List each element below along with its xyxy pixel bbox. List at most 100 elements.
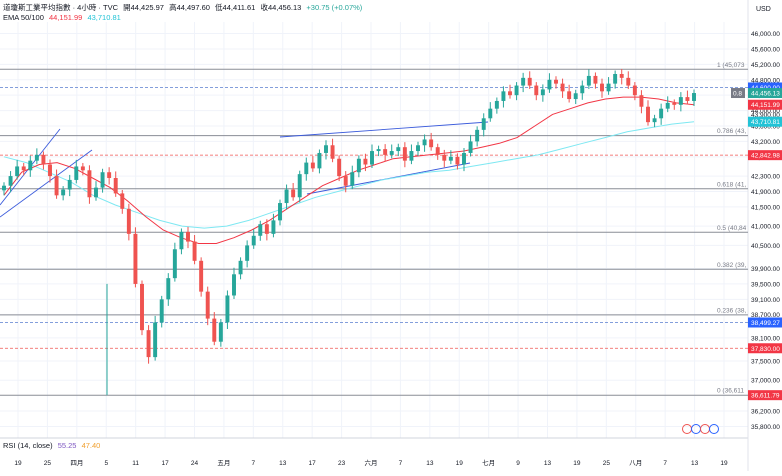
fib-label-4: 0.382 (39, (717, 262, 746, 269)
price-label-box-5 (748, 150, 782, 161)
x-tick-label-14: 13 (426, 460, 434, 467)
x-tick-label-18: 13 (544, 460, 552, 467)
candle-body-84 (554, 79, 558, 84)
candle-body-94 (619, 74, 624, 78)
grid (0, 0, 749, 471)
candle-body-5 (34, 154, 39, 161)
y-tick-label-18: 38,100.00 (751, 335, 780, 342)
price-label-box-2 (748, 99, 782, 110)
candle-body-33 (218, 322, 223, 342)
y-tick-label-7: 43,200.00 (751, 139, 780, 146)
x-tick-label-5: 17 (161, 460, 169, 467)
candle-body-18 (120, 193, 125, 209)
candle-body-12 (80, 166, 85, 171)
candle-body-43 (284, 189, 289, 204)
fibonacci-levels: 1 (45,073 0.786 (43, 0.618 (41, 0.5 (40,84 0… (0, 62, 748, 396)
y-tick-label-15: 39,500.00 (751, 281, 780, 288)
price-labels: 44,600.0044,456.1344,151.9943,900.0043,7… (731, 82, 782, 401)
candle-body-25 (166, 278, 171, 300)
candle-body-41 (271, 220, 276, 234)
candle-body-89 (586, 75, 591, 86)
y-tick-label-20: 37,000.00 (751, 378, 780, 385)
candle-body-10 (67, 179, 72, 190)
header-legend: 道瓊斯工業平均指數 · 4小時 · TVC 開44,425.97 高44,497… (3, 2, 362, 13)
candle-body-38 (251, 235, 256, 246)
candle-body-47 (310, 162, 315, 169)
candle-body-102 (672, 102, 677, 105)
ema50-line (3, 96, 695, 244)
candle-body-74 (488, 108, 493, 119)
y-tick-label-17: 38,700.00 (751, 312, 780, 319)
candle-body-35 (232, 274, 236, 296)
candle-body-87 (573, 93, 578, 100)
fib-label-0: 1 (45,073 (717, 62, 745, 69)
candle-body-7 (48, 164, 52, 177)
candle-body-75 (494, 100, 499, 109)
candle-body-104 (685, 97, 690, 101)
x-tick-label-12: 六月 (365, 458, 378, 467)
candle-body-66 (435, 147, 440, 155)
candle-body-76 (501, 91, 506, 101)
x-tick-label-0: 19 (14, 460, 22, 467)
y-tick-label-3: 44,800.00 (751, 77, 780, 84)
y-tick-label-6: 43,600.00 (751, 124, 780, 131)
candle-body-96 (632, 85, 637, 96)
candle-body-99 (652, 118, 657, 123)
x-tick-label-11: 23 (338, 460, 346, 467)
y-tick-label-13: 40,500.00 (751, 243, 780, 250)
x-tick-label-23: 13 (691, 460, 699, 467)
candle-body-53 (350, 172, 355, 186)
y-tick-label-5: 44,000.00 (751, 108, 780, 115)
candle-body-17 (113, 178, 118, 194)
candle-body-1 (8, 176, 13, 186)
price-label-7: 37,830.00 (751, 346, 780, 353)
candle-body-91 (600, 83, 604, 92)
fib-label-2: 0.618 (41, (717, 181, 746, 188)
candle-body-49 (324, 145, 328, 153)
crosshair-box (731, 88, 745, 99)
x-tick-label-16: 七月 (482, 458, 495, 467)
y-tick-label-19: 37,500.00 (751, 358, 780, 365)
trend-line-2 (279, 121, 489, 138)
ema-legend[interactable]: EMA 50/100 44,151.99 43,710.81 (3, 13, 121, 22)
rsi-legend[interactable]: RSI (14, close) 55.25 47.40 (3, 441, 100, 450)
crosshair-label: 0.8 (733, 91, 742, 98)
candle-body-70 (462, 152, 466, 165)
candle-body-8 (54, 176, 59, 196)
candle-body-85 (560, 83, 565, 92)
candle-body-52 (343, 176, 348, 186)
price-label-6: 38,499.27 (751, 320, 780, 327)
y-tick-label-0: 46,000.00 (751, 31, 780, 38)
price-label-box-8 (748, 390, 782, 401)
ema100-line (3, 121, 695, 229)
candle-body-16 (107, 172, 112, 178)
candle-body-105 (692, 93, 696, 101)
change-value: +30.75 (+0.07%) (306, 3, 363, 12)
candle-body-3 (21, 166, 26, 171)
candle-body-58 (383, 149, 388, 155)
y-tick-label-2: 45,200.00 (751, 62, 780, 69)
candle-body-37 (245, 245, 250, 261)
x-tick-label-9: 13 (279, 460, 287, 467)
candle-body-31 (205, 291, 210, 319)
candle-body-86 (567, 91, 572, 100)
ema-label: EMA 50/100 (3, 13, 44, 22)
ema100-value: 43,710.81 (87, 13, 121, 22)
candle-body-72 (475, 129, 480, 142)
candle-body-40 (264, 224, 269, 234)
candle-body-68 (448, 156, 453, 161)
candle-body-90 (593, 75, 598, 84)
y-tick-label-11: 41,500.00 (751, 204, 780, 211)
x-tick-label-22: 7 (663, 460, 667, 467)
candle-body-42 (278, 203, 282, 221)
candle-body-2 (15, 166, 20, 177)
candle-body-14 (94, 187, 98, 198)
fib-label-6: 0 (36,611 (717, 388, 744, 395)
candle-body-24 (159, 299, 164, 323)
x-tick-label-19: 19 (573, 460, 581, 467)
candle-body-36 (238, 260, 243, 275)
candle-body-0 (2, 185, 6, 191)
open-value: 44,425.97 (130, 3, 164, 12)
